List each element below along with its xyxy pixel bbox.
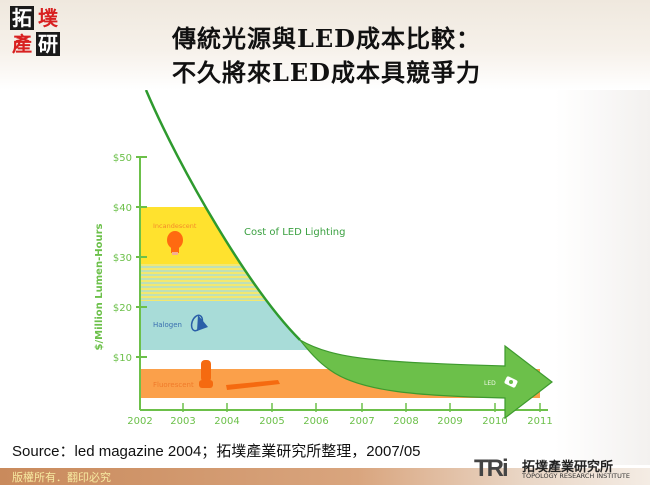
logo-char: 墣 bbox=[38, 6, 58, 30]
institute-logo: 拓 墣 產 研 bbox=[10, 6, 62, 56]
x-tick-2004: 2004 bbox=[214, 416, 239, 427]
x-tick-2009: 2009 bbox=[437, 416, 462, 427]
lightbulb-icon bbox=[167, 231, 183, 255]
tri-chinese-name: 拓墣產業研究所 bbox=[522, 460, 614, 475]
x-tick-2005: 2005 bbox=[259, 416, 284, 427]
tri-english-name: TOPOLOGY RESEARCH INSTITUTE bbox=[522, 472, 630, 480]
title-line-1: 傳統光源與LED成本比較： bbox=[172, 24, 481, 53]
tri-wordmark: TRi bbox=[474, 455, 509, 482]
x-tick-2008: 2008 bbox=[393, 416, 418, 427]
incandescent-band bbox=[140, 207, 555, 264]
logo-char: 研 bbox=[36, 32, 60, 56]
led-label: LED bbox=[484, 380, 496, 387]
led-chip-icon bbox=[504, 376, 518, 388]
x-tick-2002: 2002 bbox=[127, 416, 152, 427]
led-cost-arrow bbox=[299, 339, 553, 420]
tri-letters: TRi bbox=[474, 455, 509, 483]
slide-title: 傳統光源與LED成本比較： 不久將來LED成本具競爭力 bbox=[172, 22, 481, 90]
halogen-label: Halogen bbox=[153, 321, 182, 329]
watermark-background bbox=[555, 90, 650, 465]
footer-bar bbox=[0, 468, 650, 485]
x-tick-2006: 2006 bbox=[303, 416, 328, 427]
title-line-2: 不久將來LED成本具競爭力 bbox=[172, 58, 481, 87]
halogen-lamp-icon bbox=[190, 314, 208, 332]
fluorescent-label: Fluorescent bbox=[153, 381, 194, 389]
x-tick-2010: 2010 bbox=[482, 416, 507, 427]
logo-char: 產 bbox=[12, 32, 32, 56]
y-tick-20: $20 bbox=[113, 303, 132, 314]
led-cost-curve bbox=[144, 90, 301, 341]
x-tick-2011: 2011 bbox=[527, 416, 552, 427]
source-note: Source：led magazine 2004；拓墣產業研究所整理，2007/… bbox=[12, 443, 421, 460]
x-tick-2003: 2003 bbox=[170, 416, 195, 427]
incandescent-label: Incandescent bbox=[153, 222, 197, 230]
y-axis-label: $/Million Lumen-Hours bbox=[94, 223, 105, 350]
y-tick-50: $50 bbox=[113, 153, 132, 164]
copyright-notice: 版權所有．翻印必究 bbox=[12, 471, 111, 484]
cfl-bulb-icon bbox=[199, 360, 213, 388]
y-tick-40: $40 bbox=[113, 203, 132, 214]
fluorescent-tube-icon bbox=[226, 380, 280, 390]
y-tick-10: $10 bbox=[113, 353, 132, 364]
header-background bbox=[0, 0, 650, 90]
led-cost-series-label: Cost of LED Lighting bbox=[244, 227, 345, 238]
cost-comparison-chart: $50 $40 $30 $20 $10 $/Million Lumen-Hour… bbox=[90, 90, 555, 435]
incandescent-striped-band bbox=[140, 264, 555, 301]
logo-char: 拓 bbox=[10, 6, 34, 30]
x-tick-2007: 2007 bbox=[349, 416, 374, 427]
y-tick-30: $30 bbox=[113, 253, 132, 264]
